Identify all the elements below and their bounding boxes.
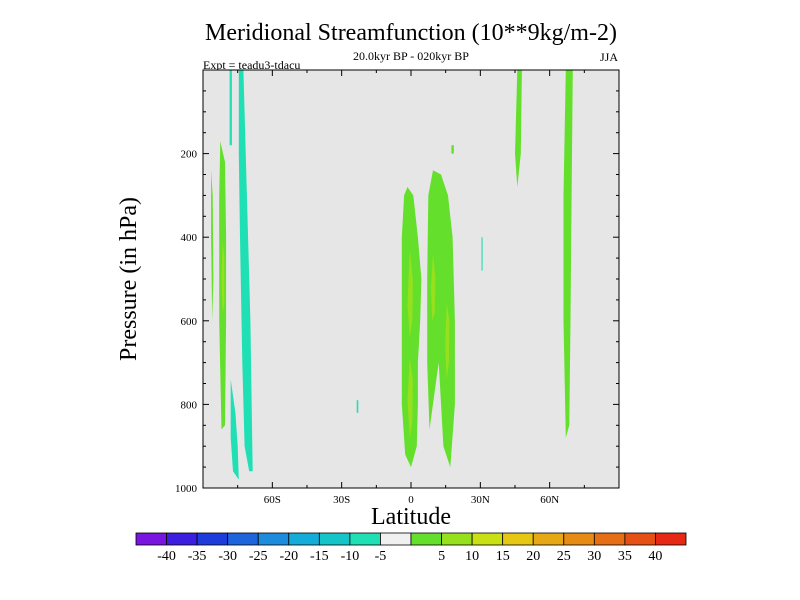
- contour-region-level-5-10: [515, 70, 522, 187]
- contour-region-level-neg5-2: [230, 379, 239, 480]
- contour-region-level-5-7: [401, 187, 422, 468]
- colorbar-swatch: [410, 532, 442, 546]
- colorbar-labels: -40 -35 -30 -25 -20 -15 -10 -5 5 10 15 20 25 30 35 40: [157, 549, 662, 564]
- season-label: JJA: [600, 50, 618, 64]
- experiment-label: Expt = teadu3-tdacu: [203, 58, 300, 72]
- colorbar: [135, 532, 687, 546]
- x-tick-label: 60S: [264, 494, 281, 506]
- colorbar-swatch: [196, 532, 229, 546]
- plot-area: [202, 69, 620, 489]
- colorbar-swatch: [624, 532, 656, 546]
- colorbar-swatch: [166, 532, 198, 546]
- contour-region-level-10-16: [445, 304, 450, 380]
- colorbar-swatch: [257, 532, 290, 546]
- contour-region-level-neg5-0: [229, 70, 232, 146]
- contour-region-level-5-8: [427, 170, 455, 468]
- x-tick-label: 60N: [540, 494, 559, 506]
- contour-region-level-neg5-1: [238, 70, 253, 472]
- colorbar-label: 25: [557, 549, 571, 564]
- contour-region-level-5-9: [451, 145, 454, 154]
- y-axis-label: Pressure (in hPa): [116, 197, 142, 361]
- colorbar-swatch: [441, 532, 473, 546]
- colorbar-label: -20: [279, 549, 298, 564]
- contour-region-level-neg5-3: [356, 400, 359, 413]
- colorbar-label: 35: [618, 549, 632, 564]
- colorbar-swatch: [349, 532, 381, 546]
- y-tick-label: 800: [181, 399, 198, 411]
- contour-region-level-5-11: [563, 70, 573, 438]
- contour-region-level-neg5-4: [481, 237, 483, 271]
- colorbar-swatch: [288, 532, 320, 546]
- x-axis-label: Latitude: [371, 504, 451, 530]
- colorbar-label: -5: [375, 549, 387, 564]
- colorbar-swatch: [135, 532, 167, 546]
- colorbar-label: 40: [648, 549, 662, 564]
- contour-region-level-10-13: [407, 249, 413, 338]
- colorbar-label: 5: [438, 549, 445, 564]
- colorbar-swatch: [318, 532, 351, 546]
- colorbar-label: -35: [188, 549, 207, 564]
- axis-ticks: [202, 70, 620, 489]
- y-tick-labels: 200 400 600 800 1000: [175, 149, 198, 495]
- colorbar-label: 30: [587, 549, 601, 564]
- x-tick-label: 0: [408, 494, 414, 506]
- colorbar-label: -30: [218, 549, 237, 564]
- x-tick-label: 30N: [471, 494, 490, 506]
- y-tick-label: 1000: [175, 483, 198, 495]
- contour-region-level-5-5: [211, 170, 214, 321]
- y-tick-label: 400: [181, 232, 198, 244]
- time-range-label: 20.0kyr BP - 020kyr BP: [353, 49, 469, 63]
- colorbar-label: 20: [526, 549, 540, 564]
- contour-region-level-10-14: [407, 358, 413, 438]
- colorbar-label: -25: [249, 549, 268, 564]
- contour-region-level-10-12: [221, 241, 225, 313]
- x-tick-labels: 60S 30S 0 30N 60N: [264, 494, 559, 506]
- contour-regions: [211, 70, 573, 480]
- contour-region-level-10-15: [430, 253, 436, 321]
- colorbar-swatch: [380, 532, 412, 546]
- x-tick-label: 30S: [333, 494, 350, 506]
- colorbar-swatch: [502, 532, 534, 546]
- y-tick-label: 200: [181, 149, 198, 161]
- chart-title: Meridional Streamfunction (10**9kg/m-2): [205, 20, 617, 46]
- y-tick-label: 600: [181, 316, 198, 328]
- colorbar-swatch: [471, 532, 504, 546]
- colorbar-swatch: [227, 532, 259, 546]
- colorbar-label: -10: [341, 549, 360, 564]
- colorbar-label: -40: [157, 549, 176, 564]
- colorbar-swatch: [563, 532, 595, 546]
- colorbar-label: 10: [465, 549, 479, 564]
- colorbar-swatch: [532, 532, 565, 546]
- colorbar-swatch: [593, 532, 626, 546]
- colorbar-label: 15: [496, 549, 510, 564]
- colorbar-swatch: [655, 532, 687, 546]
- colorbar-label: -15: [310, 549, 329, 564]
